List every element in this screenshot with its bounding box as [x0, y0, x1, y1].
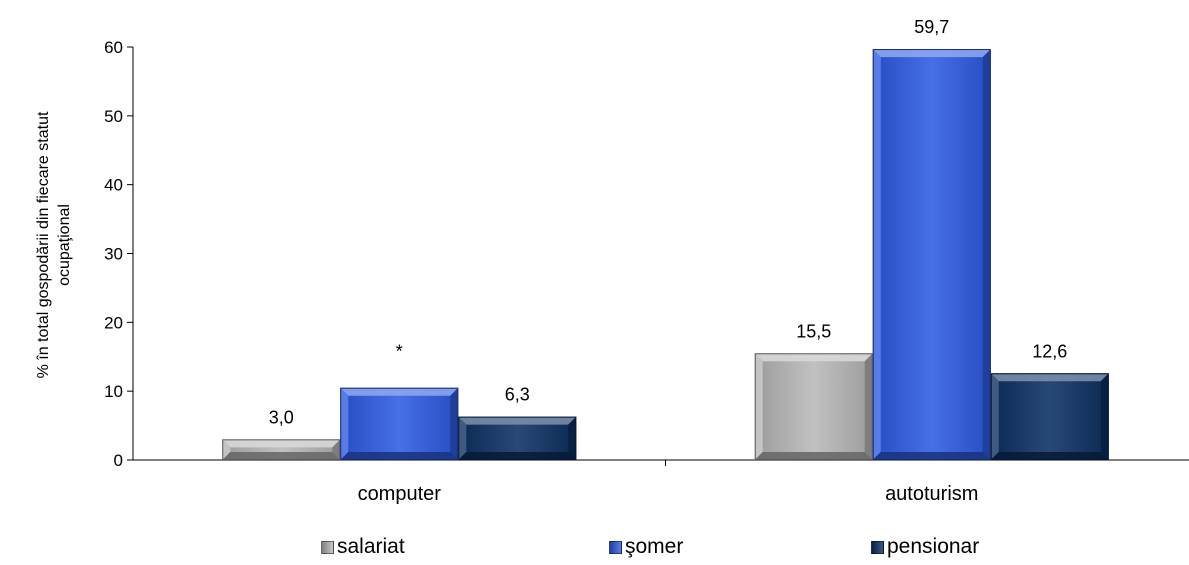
legend-label-salariat: salariat [337, 535, 405, 558]
data-label-salariat-computer: 3,0 [269, 407, 294, 427]
y-tick-label: 50 [104, 107, 123, 126]
data-label-salariat-autoturism: 15,5 [796, 321, 831, 341]
y-tick-label: 0 [114, 451, 123, 470]
y-tick-label: 10 [104, 382, 123, 401]
y-tick-label: 60 [104, 38, 123, 57]
y-tick-label: 30 [104, 245, 123, 264]
data-labels: 3,0 15,5 * 59,7 6,3 12,6 [269, 17, 1068, 427]
legend-label-somer: şomer [625, 535, 684, 558]
legend-swatch-salariat [321, 540, 334, 554]
data-label-pensionar-autoturism: 12,6 [1032, 341, 1067, 361]
data-label-şomer-computer: * [396, 342, 403, 362]
legend: salariat şomer pensionar [0, 535, 1189, 561]
bar-salariat-autoturism [754, 353, 873, 460]
bar-pensionar-autoturism [990, 373, 1109, 460]
y-axis-title-text: % în total gospodării din fiecare statut… [35, 111, 73, 378]
legend-item-salariat: salariat [321, 535, 405, 559]
legend-swatch-somer [609, 540, 622, 554]
legend-swatch-pensionar [871, 540, 884, 554]
legend-item-pensionar: pensionar [871, 535, 979, 559]
bars [222, 49, 1109, 461]
axes: 0 10 20 30 40 50 60 computer autoturism [104, 38, 1189, 505]
y-axis-title: % în total gospodării din fiecare statut… [35, 111, 73, 378]
x-tick-label: computer [358, 483, 442, 505]
bar-pensionar-computer [458, 416, 577, 461]
bar-şomer-autoturism [872, 49, 991, 460]
data-label-pensionar-computer: 6,3 [505, 385, 530, 405]
legend-item-somer: şomer [609, 535, 683, 559]
x-tick-label: autoturism [885, 483, 978, 505]
y-tick-label: 40 [104, 176, 123, 195]
bar-şomer-computer [340, 387, 459, 461]
data-label-şomer-autoturism: 59,7 [914, 17, 949, 37]
legend-label-pensionar: pensionar [887, 535, 980, 558]
y-tick-label: 20 [104, 313, 123, 332]
bar-salariat-computer [222, 439, 341, 461]
